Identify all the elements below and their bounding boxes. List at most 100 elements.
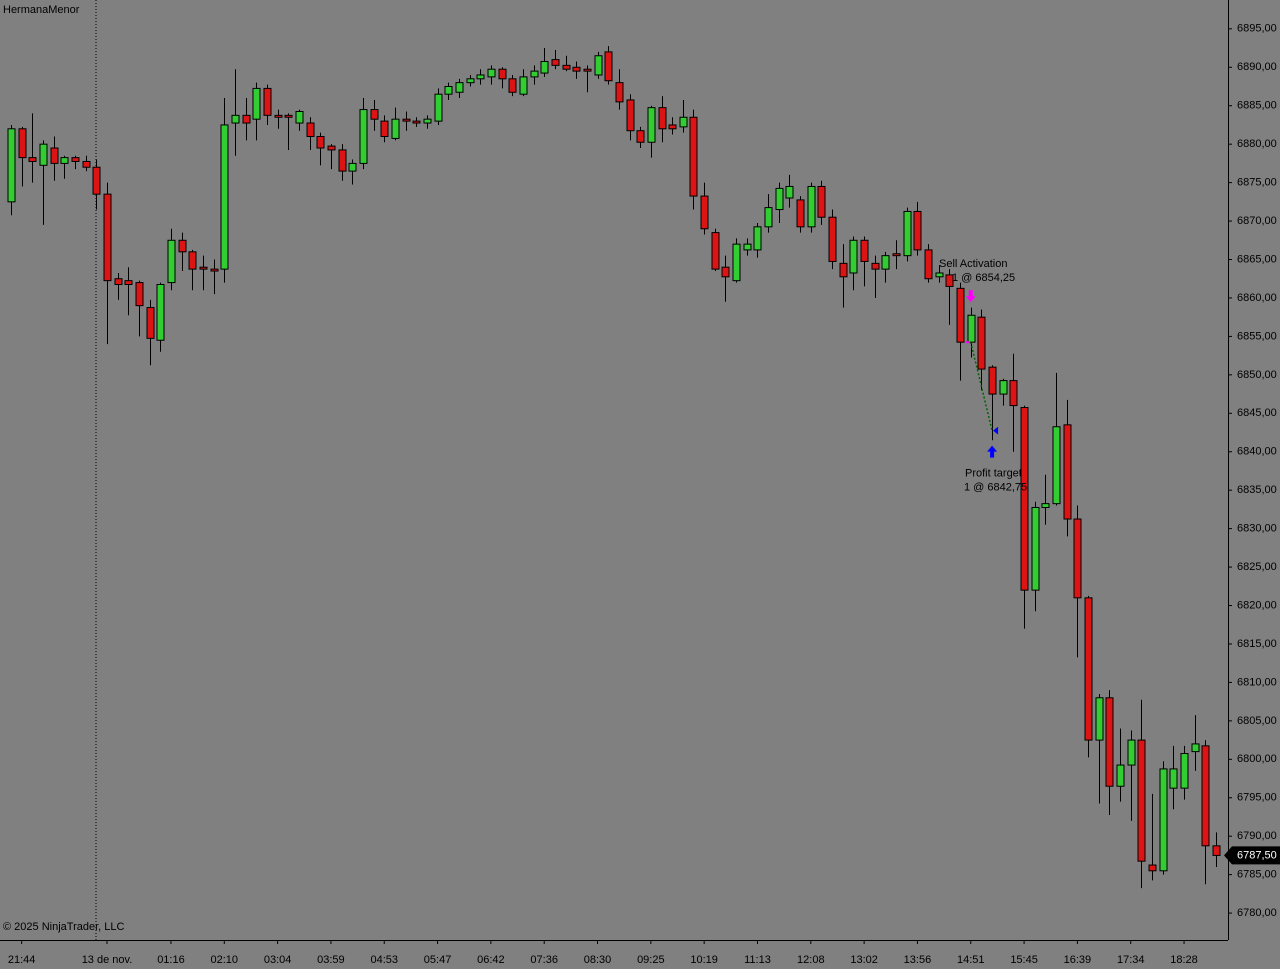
y-tick-label: 6890,00: [1237, 61, 1277, 73]
x-tick-label: 21:44: [8, 954, 36, 966]
x-tick-label: 06:42: [477, 954, 505, 966]
candle-body: [50, 147, 59, 164]
candle-body: [1105, 697, 1114, 787]
candle-body: [444, 86, 453, 95]
candle-body: [668, 124, 677, 130]
x-tick-label: 11:13: [744, 954, 771, 966]
candle-body: [263, 87, 272, 116]
candle-body: [530, 70, 539, 78]
x-tick-label: 12:08: [797, 954, 825, 966]
x-tick-label: 01:16: [157, 954, 185, 966]
candle-body: [1073, 518, 1082, 599]
candle-body: [28, 157, 37, 162]
candle-body: [721, 266, 730, 278]
x-tick-label: 17:34: [1117, 954, 1145, 966]
candle-body: [647, 107, 656, 143]
x-tick-label: 13:56: [904, 954, 932, 966]
candle-body: [210, 268, 219, 272]
candle-body: [306, 122, 315, 137]
candle-body: [711, 232, 720, 270]
candle-body: [1212, 845, 1221, 856]
candle-body: [583, 68, 592, 72]
x-tick-label: 10:19: [690, 954, 718, 966]
candle-body: [924, 249, 933, 280]
x-tick-label: 18:28: [1170, 954, 1198, 966]
candle-body: [82, 160, 91, 168]
candle-body: [700, 195, 709, 230]
candle-body: [412, 120, 421, 124]
candle-body: [434, 93, 443, 122]
candle-body: [743, 243, 752, 251]
candle-body: [594, 55, 603, 76]
y-tick-label: 6895,00: [1237, 23, 1277, 35]
candle-body: [135, 282, 144, 307]
candle-body: [103, 193, 112, 282]
candle-body: [732, 243, 741, 282]
candle-body: [274, 114, 283, 118]
candle-body: [977, 316, 986, 370]
exit-label: Profit target: [965, 467, 1022, 479]
candle-body: [1169, 768, 1178, 789]
candle-body: [764, 207, 773, 228]
candle-body: [1116, 764, 1125, 787]
candle-body: [1137, 739, 1146, 862]
candle-body: [1031, 506, 1040, 591]
candle-body: [284, 114, 293, 118]
candle-body: [487, 68, 496, 78]
candle-body: [519, 76, 528, 95]
candle-body: [1084, 597, 1093, 741]
y-tick-label: 6825,00: [1237, 561, 1277, 573]
candle-body: [7, 128, 16, 203]
candle-body: [71, 157, 80, 162]
candle-body: [359, 109, 368, 164]
candle-body: [1063, 424, 1072, 520]
x-tick-label: 03:04: [264, 954, 292, 966]
candle-body: [828, 216, 837, 262]
candle-body: [1148, 864, 1157, 872]
x-tick-label: 13 de nov.: [82, 954, 133, 966]
candle-body: [903, 210, 912, 257]
candle-body: [498, 68, 507, 80]
y-tick-label: 6830,00: [1237, 523, 1277, 535]
candle-body: [114, 278, 123, 285]
y-tick-label: 6885,00: [1237, 100, 1277, 112]
candle-body: [146, 307, 155, 339]
candle-body: [913, 210, 922, 251]
entry-arrow: [965, 290, 976, 303]
y-tick-label: 6845,00: [1237, 407, 1277, 419]
candle-body: [689, 116, 698, 197]
candle-body: [572, 66, 581, 72]
x-tick-label: 08:30: [584, 954, 612, 966]
candle-body: [1009, 380, 1018, 407]
exit-arrow: [987, 445, 998, 458]
trade-link: [970, 341, 993, 431]
candle-body: [1127, 739, 1136, 766]
candle-body: [423, 118, 432, 124]
entry-tick: [965, 341, 970, 344]
candle-body: [1052, 426, 1061, 505]
candle-body: [871, 262, 880, 270]
candle-body: [391, 118, 400, 139]
x-tick-label: 14:51: [957, 954, 985, 966]
candle-body: [1095, 697, 1104, 741]
candle-body: [252, 87, 261, 120]
y-tick-label: 6870,00: [1237, 215, 1277, 227]
candle-body: [1180, 753, 1189, 789]
candle-body: [604, 51, 613, 82]
candle-body: [188, 251, 197, 270]
candle-body: [18, 128, 27, 159]
candle-body: [199, 266, 208, 270]
candle-body: [370, 109, 379, 120]
candle-body: [839, 262, 848, 278]
y-tick-label: 6855,00: [1237, 330, 1277, 342]
candle-body: [849, 239, 858, 274]
candle-body: [178, 239, 187, 253]
candle-body: [327, 145, 336, 151]
candle-body: [231, 114, 240, 124]
candle-body: [860, 239, 869, 262]
y-tick-label: 6815,00: [1237, 638, 1277, 650]
candle-body: [988, 366, 997, 395]
candle-body: [753, 226, 762, 251]
candle-body: [242, 114, 251, 124]
candle-body: [466, 78, 475, 84]
